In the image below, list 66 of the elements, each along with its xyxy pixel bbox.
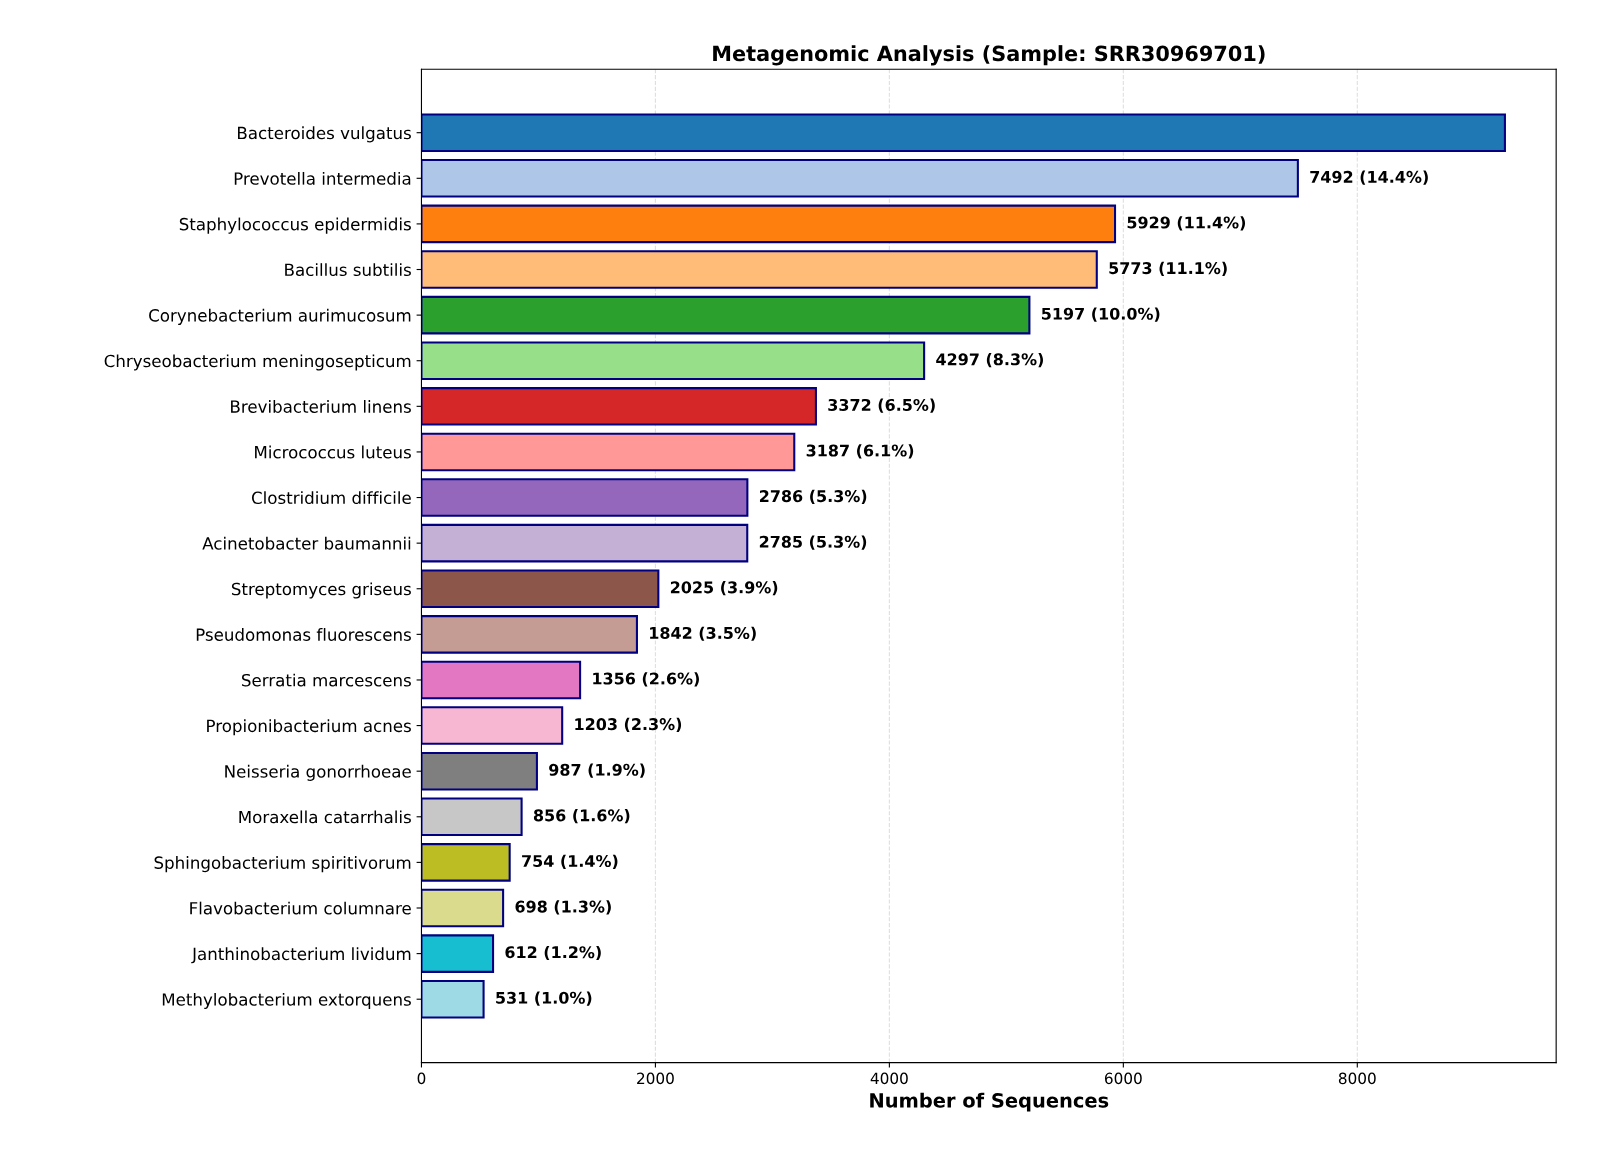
chart-title: Metagenomic Analysis (Sample: SRR30969701)	[713, 45, 1265, 66]
bar	[421, 569, 660, 609]
y-tick-label: Sphingobacterium spiritivorum	[154, 856, 411, 873]
y-tick-label: Janthinobacterium lividum	[191, 947, 411, 964]
bar	[421, 387, 817, 426]
y-tick-label: Chryseobacterium meningosepticum	[104, 354, 411, 371]
y-tick-label: Flavobacterium columnare	[190, 901, 411, 915]
bar	[421, 478, 749, 517]
data-label: 754 (1.4%)	[522, 854, 618, 869]
bar	[421, 706, 564, 745]
bar	[421, 979, 485, 1019]
x-axis-title: Number of Sequences	[870, 1092, 1109, 1112]
data-label: 1203 (2.3%)	[575, 717, 682, 733]
data-label: 531 (1.0%)	[496, 991, 592, 1006]
data-label: 987 (1.9%)	[549, 763, 645, 778]
data-label: 612 (1.2%)	[505, 945, 601, 961]
bar	[421, 751, 538, 791]
y-tick-label: Moraxella catarrhalis	[239, 810, 411, 824]
bar	[421, 934, 495, 973]
y-tick-label: Propionibacterium acnes	[207, 719, 411, 736]
bar	[421, 341, 926, 381]
data-label: 5197 (10.0%)	[1041, 307, 1160, 322]
bar	[421, 250, 1098, 289]
y-tick-label: Serratia marcescens	[242, 673, 411, 687]
bar	[421, 159, 1299, 198]
y-tick-label: Prevotella intermedia	[234, 171, 411, 185]
bar	[421, 843, 511, 882]
bar	[421, 432, 796, 472]
y-tick-label: Acinetobacter baumannii	[202, 536, 411, 550]
y-tick-label: Neisseria gonorrhoeae	[225, 764, 411, 781]
data-label: 3187 (6.1%)	[806, 444, 914, 459]
y-tick-label: Brevibacterium linens	[231, 400, 411, 413]
data-label: 5773 (11.1%)	[1109, 261, 1227, 277]
bar	[421, 204, 1117, 244]
y-tick-label: Bacillus subtilis	[285, 263, 411, 277]
bar	[421, 113, 1506, 152]
y-tick-label: Corynebacterium aurimucosum	[149, 308, 411, 325]
x-tick-label: 0	[417, 1072, 426, 1085]
data-label: 4297 (8.3%)	[936, 353, 1044, 368]
bar	[421, 615, 638, 654]
y-tick-label: Staphylococcus epidermidis	[179, 217, 411, 234]
data-label: 856 (1.6%)	[533, 809, 630, 824]
x-tick-label: 4000	[870, 1072, 908, 1085]
data-label: 7492 (14.4%)	[1310, 170, 1428, 185]
x-tick-label: 6000	[1104, 1072, 1142, 1085]
bar	[421, 295, 1031, 335]
bar	[421, 660, 582, 700]
data-label: 2785 (5.3%)	[759, 535, 867, 550]
data-label: 1842 (3.5%)	[650, 626, 756, 641]
data-label: 698 (1.3%)	[515, 900, 611, 915]
y-tick-label: Methylobacterium extorquens	[162, 992, 411, 1010]
data-label: 2025 (3.9%)	[670, 581, 778, 596]
data-label: 2786 (5.3%)	[759, 489, 867, 505]
y-tick-label: Pseudomonas fluorescens	[196, 628, 411, 641]
y-tick-label: Micrococcus luteus	[255, 445, 411, 459]
y-tick-label: Bacteroides vulgatus	[238, 126, 411, 143]
bar	[421, 797, 523, 837]
data-label: 5929 (11.4%)	[1127, 216, 1246, 231]
x-tick-label: 8000	[1338, 1072, 1376, 1085]
data-label: 1356 (2.6%)	[593, 672, 699, 687]
data-label: 3372 (6.5%)	[828, 398, 935, 413]
bar	[421, 523, 749, 563]
x-tick-label: 2000	[637, 1072, 674, 1085]
y-tick-label: Streptomyces griseus	[231, 582, 411, 599]
bar	[421, 888, 505, 928]
y-tick-label: Clostridium difficile	[251, 491, 411, 505]
